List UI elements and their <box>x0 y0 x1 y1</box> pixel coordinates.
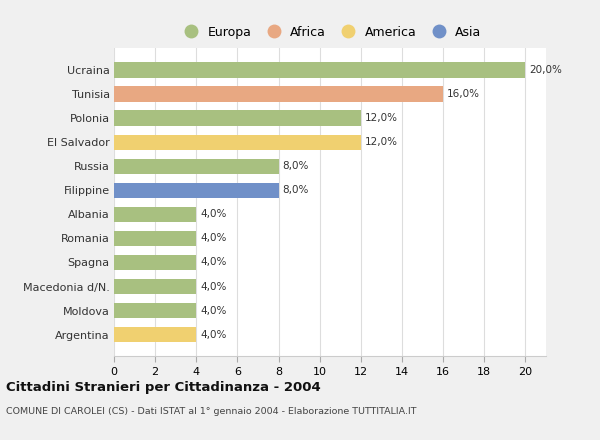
Text: 4,0%: 4,0% <box>200 305 227 315</box>
Text: COMUNE DI CAROLEI (CS) - Dati ISTAT al 1° gennaio 2004 - Elaborazione TUTTITALIA: COMUNE DI CAROLEI (CS) - Dati ISTAT al 1… <box>6 407 416 416</box>
Bar <box>114 62 526 78</box>
Bar <box>114 255 196 270</box>
Bar <box>114 135 361 150</box>
Bar <box>114 207 196 222</box>
Bar <box>114 231 196 246</box>
Bar <box>114 279 196 294</box>
Text: Cittadini Stranieri per Cittadinanza - 2004: Cittadini Stranieri per Cittadinanza - 2… <box>6 381 321 394</box>
Text: 4,0%: 4,0% <box>200 282 227 292</box>
Text: 8,0%: 8,0% <box>283 161 309 171</box>
Bar <box>114 158 278 174</box>
Text: 12,0%: 12,0% <box>365 137 398 147</box>
Text: 12,0%: 12,0% <box>365 113 398 123</box>
Bar <box>114 110 361 126</box>
Text: 4,0%: 4,0% <box>200 209 227 220</box>
Text: 4,0%: 4,0% <box>200 330 227 340</box>
Text: 4,0%: 4,0% <box>200 257 227 268</box>
Bar <box>114 183 278 198</box>
Text: 20,0%: 20,0% <box>530 65 562 75</box>
Bar <box>114 327 196 342</box>
Text: 4,0%: 4,0% <box>200 234 227 243</box>
Bar <box>114 86 443 102</box>
Text: 8,0%: 8,0% <box>283 185 309 195</box>
Legend: Europa, Africa, America, Asia: Europa, Africa, America, Asia <box>173 21 487 44</box>
Bar <box>114 303 196 319</box>
Text: 16,0%: 16,0% <box>447 89 480 99</box>
